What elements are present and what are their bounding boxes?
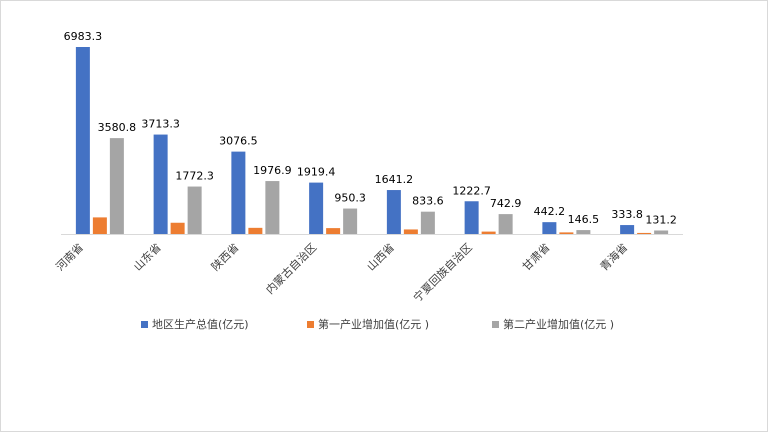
- chart-frame: 6983.3 3580.8 3713.3 1772.3 3076.5 1976.9 1919…: [0, 0, 768, 432]
- legend-swatch-3: [492, 321, 499, 328]
- bar-2-4: [326, 228, 340, 234]
- data-label-1-5: 1641.2: [375, 173, 414, 186]
- x-tick-label-4: 内蒙古自治区: [263, 240, 320, 297]
- bar-3-4: [343, 209, 357, 234]
- x-tick-label-1: 河南省: [53, 241, 86, 274]
- x-tick-label-6: 宁夏回族自治区: [410, 240, 474, 304]
- data-label-3-5: 833.6: [412, 195, 444, 208]
- bar-3-6: [499, 214, 513, 234]
- bar-2-8: [637, 233, 651, 234]
- bar-1-2: [154, 135, 168, 234]
- bar-3-3: [265, 181, 279, 234]
- data-label-3-6: 742.9: [490, 197, 522, 210]
- bar-1-1: [76, 47, 90, 234]
- legend-label-3: 第二产业增加值(亿元 ): [503, 317, 614, 331]
- bar-3-8: [654, 230, 668, 234]
- x-tick-labels: 河南省 山东省 陕西省 内蒙古自治区 山西省 宁夏回族自治区 甘肃省 青海省: [53, 240, 630, 304]
- data-label-3-1: 3580.8: [98, 121, 137, 134]
- bar-2-3: [248, 228, 262, 234]
- data-label-3-8: 131.2: [645, 213, 677, 226]
- bar-3-1: [110, 138, 124, 234]
- legend-label-1: 地区生产总值(亿元): [152, 317, 249, 331]
- data-label-1-1: 6983.3: [64, 30, 103, 43]
- bar-1-6: [465, 201, 479, 234]
- bar-2-7: [559, 232, 573, 234]
- data-label-1-2: 3713.3: [141, 118, 180, 131]
- bar-1-5: [387, 190, 401, 234]
- data-label-1-7: 442.2: [534, 205, 566, 218]
- bars-layer: [76, 47, 668, 234]
- bar-1-4: [309, 183, 323, 234]
- bar-1-3: [231, 152, 245, 234]
- data-label-1-8: 333.8: [611, 208, 643, 221]
- x-tick-label-5: 山西省: [364, 241, 397, 274]
- data-label-3-7: 146.5: [568, 213, 600, 226]
- legend: 地区生产总值(亿元) 第一产业增加值(亿元 ) 第二产业增加值(亿元 ): [141, 317, 614, 331]
- bar-2-2: [171, 223, 185, 234]
- x-tick-label-8: 青海省: [597, 240, 630, 273]
- data-label-1-3: 3076.5: [219, 135, 258, 148]
- bar-2-5: [404, 229, 418, 234]
- bar-3-7: [576, 230, 590, 234]
- legend-swatch-1: [141, 321, 148, 328]
- legend-label-2: 第一产业增加值(亿元 ): [318, 317, 429, 331]
- x-tick-label-2: 山东省: [131, 241, 164, 274]
- bar-1-8: [620, 225, 634, 234]
- data-label-3-4: 950.3: [334, 192, 366, 205]
- bar-3-2: [188, 187, 202, 234]
- x-tick-label-3: 陕西省: [208, 240, 241, 273]
- legend-swatch-2: [307, 321, 314, 328]
- bar-2-1: [93, 217, 107, 234]
- data-label-3-2: 1772.3: [175, 170, 214, 183]
- data-label-1-4: 1919.4: [297, 166, 336, 179]
- bar-chart: 6983.3 3580.8 3713.3 1772.3 3076.5 1976.9 1919…: [1, 1, 767, 431]
- data-label-1-6: 1222.7: [452, 184, 491, 197]
- bar-3-5: [421, 212, 435, 234]
- bar-1-7: [542, 222, 556, 234]
- data-label-3-3: 1976.9: [253, 164, 292, 177]
- bar-2-6: [482, 232, 496, 234]
- x-tick-label-7: 甘肃省: [520, 241, 553, 274]
